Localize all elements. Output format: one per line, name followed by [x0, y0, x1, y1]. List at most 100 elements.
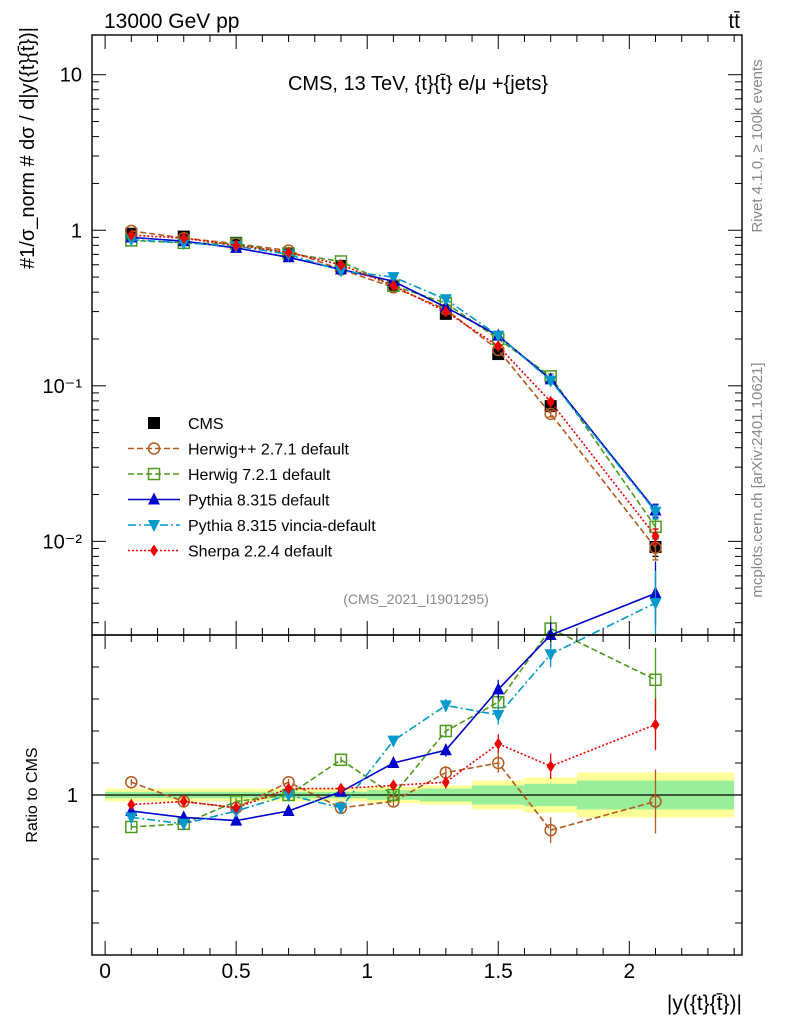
legend-marker [148, 492, 160, 505]
ratio-point [125, 812, 138, 825]
ratio-panel: 0 0.5 1 1.5 2 1 [67, 561, 743, 983]
svg-text:Ratio to CMS: Ratio to CMS [24, 747, 41, 842]
ratio-y-tick-label: 1 [67, 785, 78, 807]
data-point [544, 375, 557, 388]
main-y-ticks: 10 1 10⁻¹ 10⁻² [43, 35, 742, 635]
ratio-point [389, 779, 398, 792]
ratio-plot-content [92, 561, 742, 843]
ratio-point [439, 743, 452, 756]
rivet-version-label: Rivet 4.1.0, ≥ 100k events [749, 59, 766, 232]
legend-label: Herwig 7.2.1 default [188, 467, 331, 484]
ratio-point [334, 753, 348, 767]
data-point [387, 272, 400, 285]
process-label: tt̄ [728, 10, 740, 33]
ratio-point [282, 804, 295, 816]
ratio-point [439, 724, 453, 738]
series-sherpa-2-2-4-default [127, 229, 660, 545]
ratio-point [387, 735, 400, 748]
data-point [334, 265, 347, 278]
ratio-point [230, 813, 243, 826]
ratio-series-pythia-8-315-vincia-default [125, 571, 662, 831]
data-point [336, 258, 345, 271]
x-tick-label: 1 [361, 960, 373, 983]
legend-marker [147, 467, 161, 481]
legend-label: Pythia 8.315 default [188, 493, 330, 510]
legend-entry: Herwig 7.2.1 default [128, 467, 331, 484]
ratio-point [649, 598, 662, 610]
legend-label: CMS [188, 416, 224, 433]
series-line [131, 238, 657, 513]
main-panel: 10 1 10⁻¹ 10⁻² CMS, 13 TeV, {t}{t̄} e/μ +{j… [43, 34, 743, 636]
ratio-point [544, 649, 557, 662]
data-point [651, 530, 660, 543]
legend-marker [150, 544, 158, 557]
series-line [131, 234, 657, 537]
legend-label: Pythia 8.315 vincia-default [188, 518, 376, 535]
ratio-point [492, 682, 505, 695]
ratio-series-sherpa-2-2-4-default [127, 699, 660, 814]
ratio-point [651, 718, 660, 731]
ratio-point [232, 801, 241, 814]
legend-entry: Pythia 8.315 default [128, 492, 330, 510]
ratio-line [131, 762, 656, 832]
y-tick-label: 1 [71, 220, 82, 242]
legend-entry: Sherpa 2.2.4 default [128, 544, 333, 561]
data-point [284, 246, 293, 259]
ratio-line [131, 592, 656, 822]
y-tick-label: 10⁻² [43, 531, 83, 553]
legend: CMS Herwig++ 2.7.1 default Herwig 7.2.1 de… [128, 416, 376, 561]
energy-label: 13000 GeV pp [104, 10, 239, 33]
analysis-watermark: (CMS_2021_I1901295) [343, 591, 489, 607]
svg-text:Rivet 4.1.0, ≥ 100k events: Rivet 4.1.0, ≥ 100k events [749, 59, 766, 232]
ratio-point [125, 775, 138, 789]
data-point [649, 506, 662, 519]
data-point [439, 294, 452, 307]
mcplots-source-label: mcplots.cern.ch [arXiv:2401.10621] [749, 362, 766, 597]
data-point [494, 340, 503, 353]
ratio-point [649, 673, 662, 687]
ratio-y-axis-label: Ratio to CMS [24, 747, 41, 842]
legend-marker [147, 442, 161, 455]
ratio-line [131, 723, 656, 809]
svg-text:#1/σ_norm # dσ / d|y({t}{t̄})|: #1/σ_norm # dσ / d|y({t}{t̄})| [17, 27, 39, 269]
ratio-point [544, 628, 557, 640]
ratio-point [439, 700, 452, 713]
data-point [546, 395, 555, 408]
ratio-point [387, 756, 400, 768]
ratio-point [649, 795, 662, 808]
legend-entry: CMS [148, 416, 224, 433]
main-plot-content [125, 224, 662, 561]
ratio-point [282, 790, 295, 802]
legend-entry: Pythia 8.315 vincia-default [128, 518, 376, 535]
data-point [544, 407, 557, 421]
series-line [131, 230, 657, 549]
data-point [127, 229, 136, 242]
ratio-point [334, 802, 347, 815]
data-point [389, 279, 398, 292]
data-point [492, 330, 505, 343]
ratio-point [179, 795, 188, 808]
x-axis-label: |y({t}{t̄})| [667, 992, 742, 1015]
ratio-point [544, 823, 557, 837]
ratio-line [131, 602, 656, 825]
data-point [492, 348, 505, 361]
ratio-point [441, 776, 450, 789]
y-tick-label: 10 [60, 65, 82, 87]
ratio-ticks: 0 0.5 1 1.5 2 1 [67, 635, 742, 983]
ratio-point [336, 782, 345, 795]
plot-title: CMS, 13 TeV, {t}{t̄} e/μ +{jets} [288, 73, 548, 95]
ratio-point [177, 818, 190, 831]
x-tick-label: 0 [99, 960, 111, 983]
data-point [179, 232, 188, 245]
svg-text:mcplots.cern.ch [arXiv:2401.10: mcplots.cern.ch [arXiv:2401.10621] [749, 362, 766, 597]
ratio-point [546, 760, 555, 773]
ratio-point [494, 737, 503, 750]
x-tick-label: 1.5 [484, 960, 513, 983]
ratio-point [492, 710, 505, 722]
x-tick-label: 0.5 [222, 960, 251, 983]
legend-marker [148, 520, 160, 532]
main-y-axis-label: #1/σ_norm # dσ / d|y({t}{t̄})| [17, 27, 39, 269]
data-point [232, 239, 241, 252]
ratio-point [127, 798, 136, 811]
